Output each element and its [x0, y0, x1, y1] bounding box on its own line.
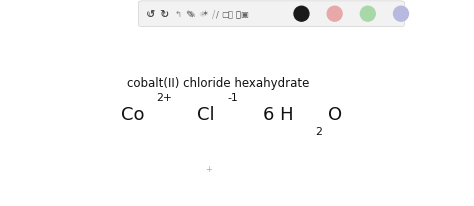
Text: ↺: ↺	[147, 10, 154, 19]
Text: ✎: ✎	[185, 10, 194, 20]
Text: 🖼: 🖼	[236, 10, 241, 19]
Text: ✳: ✳	[199, 10, 205, 19]
Text: ↻: ↻	[162, 10, 168, 19]
Text: ▢: ▢	[221, 10, 229, 19]
Text: ⬜: ⬜	[228, 10, 232, 19]
Text: 2+: 2+	[156, 93, 173, 103]
Text: cobalt(II) chloride hexahydrate: cobalt(II) chloride hexahydrate	[127, 77, 309, 90]
Text: -1: -1	[228, 93, 238, 103]
Text: O: O	[328, 105, 343, 123]
Text: ↺: ↺	[146, 10, 155, 20]
Text: +: +	[205, 164, 212, 173]
Ellipse shape	[294, 7, 309, 22]
Text: 2: 2	[315, 126, 322, 136]
Text: ✎: ✎	[189, 10, 195, 19]
Text: ▣: ▣	[240, 10, 248, 19]
Ellipse shape	[327, 7, 342, 22]
Text: Cl: Cl	[197, 105, 214, 123]
FancyBboxPatch shape	[138, 2, 404, 27]
Text: ↰: ↰	[174, 10, 181, 19]
Text: Co: Co	[121, 105, 145, 123]
Text: /: /	[216, 10, 219, 19]
Ellipse shape	[393, 7, 409, 22]
Text: 6 H: 6 H	[263, 105, 294, 123]
Text: /: /	[212, 10, 215, 20]
Text: ✶: ✶	[201, 10, 208, 19]
Ellipse shape	[360, 7, 375, 22]
Text: ↻: ↻	[159, 10, 168, 20]
